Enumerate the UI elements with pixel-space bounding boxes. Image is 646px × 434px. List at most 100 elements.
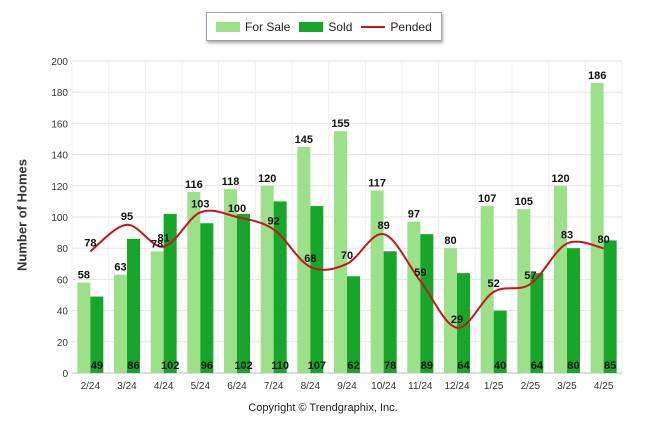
legend-label-pended: Pended bbox=[390, 19, 432, 34]
x-tick-label-6/24: 6/24 bbox=[227, 381, 247, 392]
label-sold-10/24: 78 bbox=[384, 360, 396, 372]
x-tick-label-11/24: 11/24 bbox=[408, 381, 433, 392]
label-sold-2/25: 64 bbox=[531, 360, 544, 372]
copyright-text: Copyright © Trendgraphix, Inc. bbox=[248, 402, 398, 414]
label-pended-6/24: 100 bbox=[228, 203, 246, 215]
y-tick-label-0: 0 bbox=[62, 369, 68, 380]
bar-for-sale-4/25 bbox=[590, 82, 604, 373]
label-for-sale-11/24: 97 bbox=[408, 209, 420, 221]
bar-sold-9/24 bbox=[347, 276, 360, 373]
label-pended-7/24: 92 bbox=[268, 215, 280, 227]
y-tick-label-120: 120 bbox=[51, 182, 68, 193]
label-sold-2/24: 49 bbox=[91, 360, 103, 372]
label-pended-9/24: 70 bbox=[341, 250, 353, 262]
label-for-sale-10/24: 117 bbox=[368, 177, 386, 189]
legend-label-sold: Sold bbox=[328, 19, 353, 34]
y-tick-label-40: 40 bbox=[57, 307, 69, 318]
label-pended-3/25: 83 bbox=[561, 230, 573, 242]
label-sold-7/24: 110 bbox=[271, 360, 289, 372]
y-tick-label-200: 200 bbox=[51, 57, 68, 68]
bar-for-sale-4/24 bbox=[150, 251, 164, 373]
label-pended-10/24: 89 bbox=[378, 220, 390, 232]
bar-for-sale-10/24 bbox=[370, 190, 384, 373]
label-for-sale-2/24: 58 bbox=[78, 270, 90, 282]
legend-item-for-sale[interactable]: For Sale bbox=[216, 20, 290, 34]
legend-label-for-sale: For Sale bbox=[245, 19, 291, 34]
x-tick-label-10/24: 10/24 bbox=[371, 381, 396, 392]
label-pended-2/25: 57 bbox=[524, 270, 536, 282]
bar-for-sale-11/24 bbox=[407, 221, 421, 373]
label-sold-3/25: 80 bbox=[567, 360, 579, 372]
label-for-sale-1/25: 107 bbox=[478, 193, 496, 205]
label-pended-11/24: 59 bbox=[414, 267, 426, 279]
label-for-sale-4/25: 186 bbox=[588, 70, 606, 82]
bar-for-sale-12/24 bbox=[444, 248, 457, 373]
bar-for-sale-8/24 bbox=[297, 146, 311, 373]
bar-sold-8/24 bbox=[310, 206, 324, 373]
label-for-sale-2/25: 105 bbox=[515, 196, 533, 208]
label-for-sale-3/25: 120 bbox=[551, 173, 569, 185]
label-for-sale-12/24: 80 bbox=[444, 235, 456, 247]
label-for-sale-5/24: 116 bbox=[185, 179, 203, 191]
bar-sold-12/24 bbox=[457, 273, 470, 373]
bar-for-sale-7/24 bbox=[260, 185, 274, 373]
y-tick-label-80: 80 bbox=[57, 244, 69, 255]
legend-swatch-for-sale bbox=[216, 21, 240, 32]
bar-for-sale-5/24 bbox=[187, 192, 201, 373]
bar-sold-7/24 bbox=[273, 201, 287, 373]
label-for-sale-7/24: 120 bbox=[258, 173, 276, 185]
legend-item-pended[interactable]: Pended bbox=[361, 19, 432, 34]
x-tick-label-4/25: 4/25 bbox=[594, 381, 614, 392]
label-for-sale-6/24: 118 bbox=[222, 176, 240, 188]
label-pended-12/24: 29 bbox=[451, 314, 463, 326]
x-tick-label-4/24: 4/24 bbox=[154, 381, 174, 392]
label-for-sale-8/24: 145 bbox=[295, 134, 313, 146]
y-tick-label-100: 100 bbox=[51, 213, 68, 224]
bar-sold-4/25 bbox=[603, 240, 617, 373]
bar-for-sale-6/24 bbox=[224, 188, 237, 373]
bar-sold-3/24 bbox=[127, 238, 140, 373]
bar-for-sale-2/24 bbox=[77, 282, 91, 373]
bar-for-sale-9/24 bbox=[334, 131, 347, 373]
bar-sold-2/25 bbox=[530, 273, 544, 373]
label-pended-4/25: 80 bbox=[598, 234, 610, 246]
y-tick-label-180: 180 bbox=[51, 88, 68, 99]
bar-sold-5/24 bbox=[200, 223, 214, 373]
label-pended-3/24: 95 bbox=[121, 211, 133, 223]
x-tick-label-3/24: 3/24 bbox=[117, 381, 137, 392]
x-tick-label-2/24: 2/24 bbox=[81, 381, 101, 392]
line-pended bbox=[89, 209, 604, 329]
label-sold-4/25: 85 bbox=[604, 360, 616, 372]
label-sold-11/24: 89 bbox=[421, 360, 433, 372]
y-tick-label-160: 160 bbox=[51, 119, 68, 130]
x-tick-label-7/24: 7/24 bbox=[264, 381, 284, 392]
label-pended-8/24: 68 bbox=[304, 253, 316, 265]
x-tick-label-5/24: 5/24 bbox=[191, 381, 211, 392]
bar-sold-1/25 bbox=[493, 310, 507, 373]
label-sold-12/24: 64 bbox=[457, 360, 470, 372]
bar-for-sale-3/24 bbox=[114, 274, 127, 373]
label-for-sale-3/24: 63 bbox=[114, 262, 126, 274]
x-tick-label-12/24: 12/24 bbox=[444, 381, 469, 392]
y-tick-label-140: 140 bbox=[51, 151, 68, 162]
label-for-sale-9/24: 155 bbox=[331, 118, 349, 130]
bar-sold-6/24 bbox=[237, 213, 250, 373]
label-sold-8/24: 107 bbox=[308, 360, 326, 372]
label-sold-1/25: 40 bbox=[494, 360, 506, 372]
label-sold-6/24: 102 bbox=[234, 360, 252, 372]
bar-sold-11/24 bbox=[420, 234, 434, 373]
bar-sold-2/24 bbox=[90, 296, 104, 373]
legend-swatch-pended bbox=[361, 25, 386, 28]
legend: For Sale Sold Pended bbox=[206, 12, 442, 41]
label-sold-3/24: 86 bbox=[127, 360, 139, 372]
label-pended-4/24: 81 bbox=[158, 233, 170, 245]
label-sold-9/24: 62 bbox=[347, 360, 359, 372]
x-tick-label-1/25: 1/25 bbox=[484, 381, 504, 392]
x-tick-label-2/25: 2/25 bbox=[521, 381, 541, 392]
x-tick-label-9/24: 9/24 bbox=[337, 381, 357, 392]
label-pended-2/24: 78 bbox=[84, 237, 96, 249]
x-tick-label-8/24: 8/24 bbox=[301, 381, 321, 392]
legend-item-sold[interactable]: Sold bbox=[299, 20, 352, 34]
bar-sold-10/24 bbox=[383, 251, 397, 373]
